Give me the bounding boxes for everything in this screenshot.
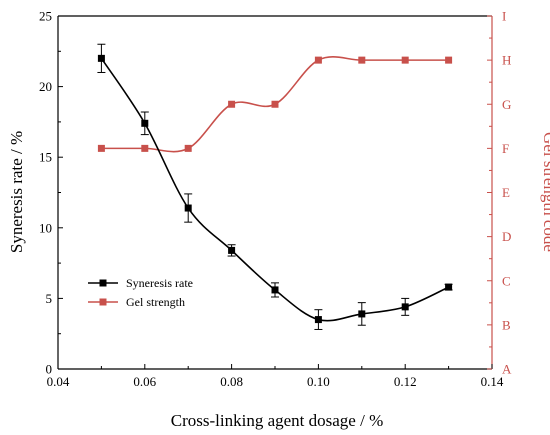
- gel-strength-point: [141, 144, 149, 152]
- y2-tick-label: G: [502, 97, 511, 112]
- y2-tick-label: B: [502, 317, 511, 332]
- gel-strength-point: [314, 56, 322, 64]
- syneresis-rate-point: [228, 246, 236, 254]
- legend-label: Gel strength: [126, 295, 185, 309]
- legend: Syneresis rate Gel strength: [88, 276, 193, 309]
- y-tick-label: 15: [39, 150, 52, 165]
- syneresis-rate-point: [271, 286, 279, 294]
- y2-tick-label: F: [502, 141, 509, 156]
- y2-tick-label: A: [502, 362, 512, 377]
- syneresis-rate-point: [141, 119, 149, 127]
- syneresis-rate-point: [314, 316, 322, 324]
- y-tick-label: 25: [39, 9, 52, 24]
- gel-strength-point: [358, 56, 366, 64]
- legend-label: Syneresis rate: [126, 276, 193, 290]
- syneresis-rate-point: [184, 204, 192, 212]
- gel-strength-point: [271, 100, 279, 108]
- syneresis-rate-point: [401, 303, 409, 311]
- y-tick-label: 10: [39, 220, 52, 235]
- y2-tick-label: H: [502, 53, 511, 68]
- y-axis-title: Syneresis rate / %: [7, 131, 26, 253]
- x-tick-label: 0.08: [220, 374, 243, 389]
- gel-strength-point: [228, 100, 236, 108]
- x-tick-label: 0.10: [307, 374, 330, 389]
- syneresis-rate-point: [97, 54, 105, 62]
- legend-marker: [99, 279, 107, 287]
- y2-tick-label: I: [502, 9, 506, 24]
- x-tick-label: 0.06: [133, 374, 156, 389]
- y-tick-label: 5: [46, 291, 53, 306]
- x-tick-label: 0.14: [481, 374, 504, 389]
- syneresis-rate-point: [358, 310, 366, 318]
- gel-strength-point: [445, 56, 453, 64]
- x-axis-title: Cross-linking agent dosage / %: [171, 411, 383, 430]
- y2-tick-label: E: [502, 185, 510, 200]
- gel-strength-point: [97, 144, 105, 152]
- y-tick-label: 0: [46, 362, 53, 377]
- y-tick-label: 20: [39, 79, 52, 94]
- x-tick-label: 0.04: [47, 374, 70, 389]
- x-tick-label: 0.12: [394, 374, 417, 389]
- y2-axis-title: Gel strength code: [540, 132, 550, 252]
- y2-tick-label: C: [502, 273, 511, 288]
- legend-marker: [99, 298, 107, 306]
- gel-strength-point: [401, 56, 409, 64]
- syneresis-rate-point: [445, 283, 453, 291]
- y2-tick-label: D: [502, 229, 511, 244]
- gel-strength-point: [184, 144, 192, 152]
